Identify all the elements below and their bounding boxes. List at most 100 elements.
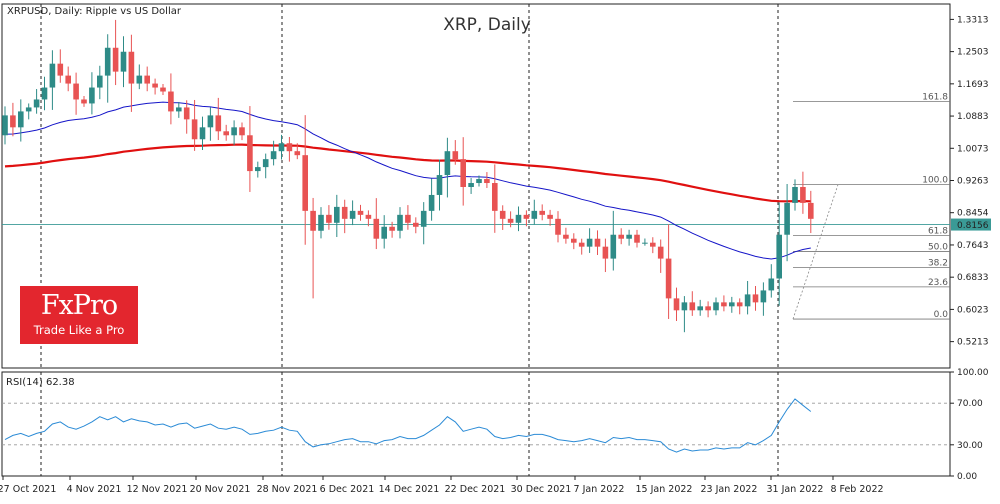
candles-group <box>2 19 814 333</box>
price-tick-label: 1.2503 <box>957 48 989 58</box>
candle-body <box>547 214 553 219</box>
candle-body <box>413 222 419 227</box>
candle-body <box>81 99 87 104</box>
candle-body <box>768 278 775 291</box>
candle-body <box>523 214 530 219</box>
current-price-label: 0.8156 <box>957 221 989 231</box>
candle-body <box>199 127 206 140</box>
candle-body <box>136 75 143 84</box>
candle-body <box>681 302 688 311</box>
price-tick-label: 0.8454 <box>957 209 989 219</box>
candle-body <box>357 210 364 215</box>
date-tick-label: 27 Oct 2021 <box>0 484 56 495</box>
candle-body <box>460 159 466 187</box>
price-tick-label: 0.5213 <box>957 338 989 348</box>
candle-body <box>389 226 395 231</box>
candle-body <box>752 294 759 303</box>
rsi-tick-label: 100.00 <box>957 368 989 378</box>
candle-body <box>594 238 601 247</box>
candle-body <box>405 214 411 223</box>
candle-body <box>49 63 56 88</box>
candle-body <box>657 246 664 259</box>
candle-body <box>381 226 387 239</box>
candle-body <box>578 242 585 247</box>
candle-body <box>2 115 8 136</box>
candle-body <box>618 234 624 239</box>
candle-body <box>713 302 719 311</box>
candle-body <box>255 167 261 172</box>
candle-body <box>247 135 253 172</box>
candle-body <box>610 234 617 259</box>
candle-body <box>168 91 174 112</box>
fib-level-label: 50.0 <box>928 242 948 252</box>
candle-body <box>57 63 64 76</box>
candle-body <box>397 214 403 231</box>
fib-level-label: 61.8 <box>928 227 948 237</box>
logo-brand: FxPro <box>40 290 118 321</box>
candle-body <box>571 238 577 243</box>
candle-body <box>515 214 522 223</box>
candle-body <box>207 115 214 128</box>
price-tick-label: 1.0073 <box>957 144 989 154</box>
candle-body <box>326 214 332 223</box>
date-tick-label: 6 Dec 2021 <box>320 484 375 495</box>
candle-body <box>128 51 135 84</box>
slow-moving-average-line <box>4 143 811 203</box>
candle-body <box>428 194 435 211</box>
fast-moving-average-line <box>4 101 811 260</box>
candle-body <box>444 151 451 176</box>
fib-level-label: 38.2 <box>928 258 948 268</box>
candle-body <box>744 294 751 307</box>
candle-body <box>800 186 806 203</box>
candle-body <box>539 210 545 215</box>
symbol-header: XRPUSD, Daily: Ripple vs US Dollar <box>7 6 182 17</box>
candle-body <box>239 127 245 136</box>
candle-body <box>705 306 711 311</box>
candle-body <box>555 218 561 235</box>
candle-body <box>104 47 111 76</box>
price-tick-label: 0.9263 <box>957 177 989 187</box>
candle-body <box>318 214 324 231</box>
date-tick-label: 23 Jan 2022 <box>701 484 758 495</box>
date-tick-label: 15 Jan 2022 <box>636 484 693 495</box>
candle-body <box>302 155 308 211</box>
candle-body <box>665 258 672 299</box>
candle-body <box>776 234 782 279</box>
candle-body <box>10 115 16 128</box>
price-tick-label: 0.6833 <box>957 273 989 283</box>
price-tick-label: 1.0883 <box>957 112 989 122</box>
candle-body <box>626 234 632 239</box>
candle-body <box>784 202 790 235</box>
candle-body <box>18 111 24 128</box>
candle-body <box>73 83 79 100</box>
candle-body <box>492 183 498 211</box>
candle-body <box>215 115 222 132</box>
candle-body <box>334 206 340 223</box>
candle-body <box>484 179 490 184</box>
fib-level-label: 100.0 <box>922 176 948 186</box>
candle-body <box>468 183 474 187</box>
candle-body <box>420 210 427 227</box>
fib-level-label: 0.0 <box>934 310 949 320</box>
candle-body <box>33 99 40 108</box>
candle-body <box>808 202 814 219</box>
logo-tagline: Trade Like a Pro <box>33 323 125 337</box>
date-tick-label: 31 Jan 2022 <box>767 484 824 495</box>
candle-body <box>792 186 798 203</box>
date-tick-label: 14 Dec 2021 <box>379 484 440 495</box>
price-tick-label: 0.7643 <box>957 241 989 251</box>
candle-body <box>176 107 182 112</box>
candle-body <box>112 47 119 72</box>
fxpro-logo: FxPro Trade Like a Pro <box>20 286 138 344</box>
candle-body <box>270 151 277 160</box>
date-tick-label: 22 Dec 2021 <box>445 484 506 495</box>
candle-body <box>736 302 743 307</box>
candle-body <box>144 75 150 84</box>
date-tick-label: 28 Nov 2021 <box>257 484 318 495</box>
candle-body <box>120 51 127 72</box>
candle-body <box>183 107 190 120</box>
candle-body <box>507 218 514 223</box>
date-tick-label: 7 Jan 2022 <box>574 484 625 495</box>
candle-body <box>25 107 32 112</box>
price-tick-label: 1.1693 <box>957 80 989 90</box>
